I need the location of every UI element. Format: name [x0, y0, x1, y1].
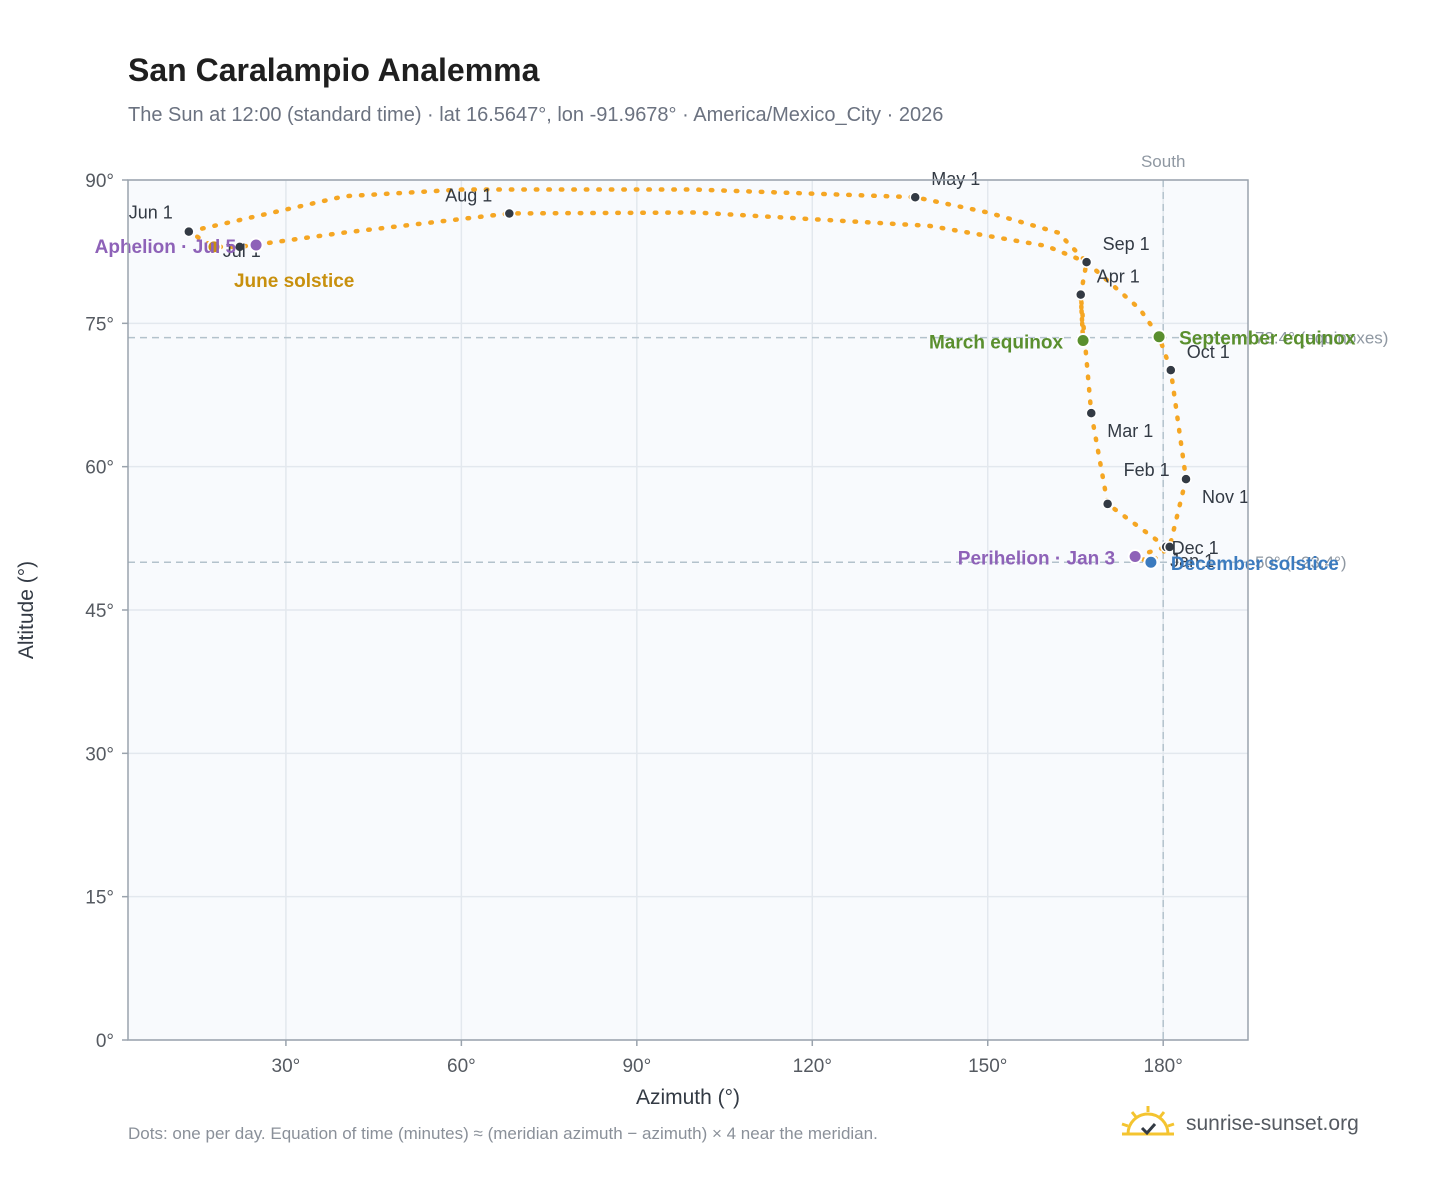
- daily-sun-path: [186, 187, 1189, 565]
- event-marker: [1075, 333, 1091, 349]
- event-marker: [206, 239, 222, 255]
- chart-subtitle: The Sun at 12:00 (standard time) · lat 1…: [128, 104, 944, 126]
- month-marker: [1085, 407, 1098, 419]
- event-label: March equinox: [929, 333, 1064, 354]
- meridian-label: South: [1141, 152, 1185, 171]
- month-marker: [1180, 473, 1192, 485]
- event-marker: [248, 237, 264, 253]
- month-marker: [1080, 256, 1093, 268]
- month-marker: [1163, 541, 1176, 553]
- analemma-path: [186, 187, 1189, 565]
- x-tick-label: 90°: [622, 1056, 651, 1077]
- reference-lines: South 73.4° (equinoxes) 50° (−23.4°): [128, 152, 1388, 1040]
- y-tick-label: 75°: [85, 314, 114, 335]
- x-tick-label: 60°: [447, 1056, 476, 1077]
- month-marker-label: Jan 1: [1170, 551, 1214, 571]
- month-marker-label: Dec 1: [1172, 538, 1219, 558]
- event-label: Perihelion · Jan 3: [958, 548, 1115, 569]
- y-tick-label: 30°: [85, 744, 114, 765]
- month-marker-label: Mar 1: [1107, 421, 1153, 441]
- event-markers: March equinox September equinox June solst…: [95, 237, 1356, 575]
- month-marker: [183, 225, 195, 238]
- sun-logo-icon: [1121, 1106, 1175, 1136]
- y-tick-label: 60°: [85, 458, 114, 479]
- event-label: June solstice: [234, 271, 354, 292]
- event-label: December solstice: [1171, 554, 1339, 575]
- month-marker: [233, 241, 246, 253]
- event-label: September equinox: [1179, 329, 1356, 350]
- footnote: Dots: one per day. Equation of time (min…: [128, 1124, 878, 1143]
- altitude-reference-label: 73.4° (equinoxes): [1255, 329, 1388, 348]
- y-tick-label: 0°: [96, 1031, 114, 1052]
- brand-link[interactable]: sunrise-sunset.org: [1120, 1104, 1359, 1144]
- axis-ticks: 30° 60° 90° 120° 150° 180° 0° 15° 30° 45° 60° 75° 90…: [85, 171, 1183, 1077]
- event-marker: [1127, 548, 1143, 564]
- x-tick-label: 150°: [968, 1056, 1007, 1077]
- event-marker: [1143, 554, 1159, 570]
- month-marker: [909, 191, 921, 203]
- month-marker-label: Aug 1: [445, 185, 492, 205]
- y-tick-label: 90°: [85, 171, 114, 192]
- altitude-reference-label: 50° (−23.4°): [1255, 553, 1347, 572]
- event-marker: [1151, 329, 1167, 345]
- month-marker: [1165, 364, 1177, 376]
- month-marker: [1074, 288, 1087, 301]
- chart-title: San Caralampio Analemma: [128, 52, 540, 88]
- month-marker-label: Sep 1: [1103, 234, 1150, 254]
- x-tick-label: 30°: [272, 1056, 301, 1077]
- month-marker-label: Feb 1: [1124, 460, 1170, 480]
- y-tick-label: 15°: [85, 888, 114, 909]
- month-marker-label: May 1: [931, 169, 980, 189]
- month-marker: [1101, 498, 1114, 510]
- x-tick-label: 120°: [793, 1056, 832, 1077]
- month-marker-label: Oct 1: [1187, 342, 1230, 362]
- event-label: Aphelion · Jul 5: [95, 237, 237, 258]
- y-tick-label: 45°: [85, 601, 114, 622]
- y-axis-label: Altitude (°): [15, 561, 38, 659]
- month-marker-label: Jun 1: [129, 203, 173, 223]
- month-marker-label: Apr 1: [1097, 267, 1140, 287]
- plot-frame: [127, 179, 1249, 1041]
- x-axis-label: Azimuth (°): [636, 1086, 740, 1109]
- x-tick-label: 180°: [1144, 1056, 1183, 1077]
- month-marker-label: Nov 1: [1202, 487, 1249, 507]
- brand-name: sunrise-sunset.org: [1186, 1112, 1359, 1135]
- month-marker: [503, 207, 516, 220]
